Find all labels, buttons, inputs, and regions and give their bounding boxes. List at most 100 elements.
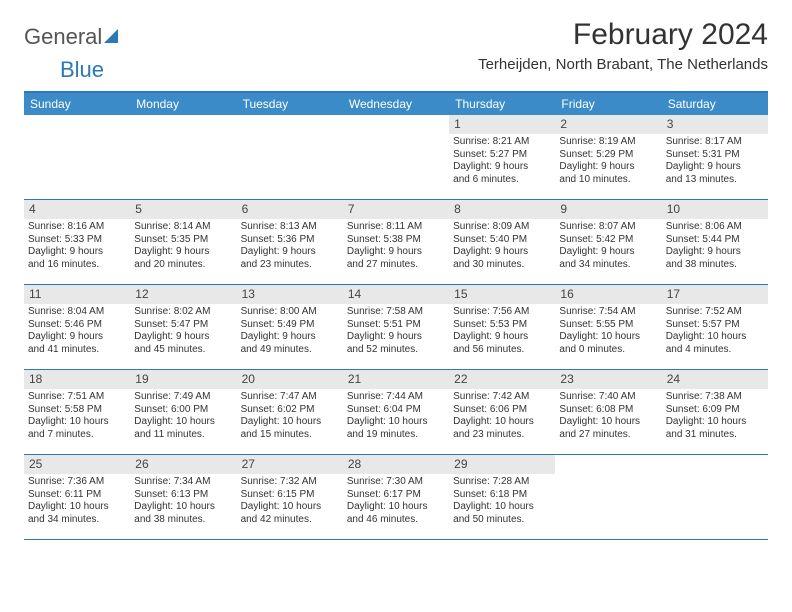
day-d2: and 38 minutes. [666, 259, 764, 272]
day-d1: Daylight: 10 hours [134, 501, 232, 514]
day-ss: Sunset: 5:27 PM [453, 149, 551, 162]
day-sr: Sunrise: 7:47 AM [241, 391, 339, 404]
logo: General [24, 18, 120, 50]
dow-tue: Tuesday [237, 93, 343, 115]
day-ss: Sunset: 5:33 PM [28, 234, 126, 247]
day-sr: Sunrise: 8:06 AM [666, 221, 764, 234]
day-sr: Sunrise: 7:32 AM [241, 476, 339, 489]
day-sr: Sunrise: 7:51 AM [28, 391, 126, 404]
day-cell: 3Sunrise: 8:17 AMSunset: 5:31 PMDaylight… [662, 115, 768, 199]
day-ss: Sunset: 5:38 PM [347, 234, 445, 247]
day-sr: Sunrise: 7:56 AM [453, 306, 551, 319]
day-d2: and 52 minutes. [347, 344, 445, 357]
day-cell [555, 455, 661, 539]
day-d1: Daylight: 9 hours [241, 246, 339, 259]
day-d2: and 45 minutes. [134, 344, 232, 357]
day-d2: and 42 minutes. [241, 514, 339, 527]
day-number: 15 [449, 285, 555, 304]
day-number: 23 [555, 370, 661, 389]
day-d2: and 46 minutes. [347, 514, 445, 527]
day-number: 26 [130, 455, 236, 474]
day-cell [24, 115, 130, 199]
day-d1: Daylight: 10 hours [28, 501, 126, 514]
day-cell [662, 455, 768, 539]
title-block: February 2024 Terheijden, North Brabant,… [478, 18, 768, 73]
day-d1: Daylight: 10 hours [559, 416, 657, 429]
day-d1: Daylight: 10 hours [241, 416, 339, 429]
day-d2: and 16 minutes. [28, 259, 126, 272]
day-number: 7 [343, 200, 449, 219]
day-number: 11 [24, 285, 130, 304]
day-number: 6 [237, 200, 343, 219]
day-number: 3 [662, 115, 768, 134]
day-sr: Sunrise: 8:17 AM [666, 136, 764, 149]
day-d2: and 49 minutes. [241, 344, 339, 357]
day-sr: Sunrise: 8:02 AM [134, 306, 232, 319]
day-cell: 21Sunrise: 7:44 AMSunset: 6:04 PMDayligh… [343, 370, 449, 454]
day-cell: 24Sunrise: 7:38 AMSunset: 6:09 PMDayligh… [662, 370, 768, 454]
day-ss: Sunset: 5:49 PM [241, 319, 339, 332]
week-row: 18Sunrise: 7:51 AMSunset: 5:58 PMDayligh… [24, 370, 768, 455]
day-cell: 1Sunrise: 8:21 AMSunset: 5:27 PMDaylight… [449, 115, 555, 199]
day-cell: 2Sunrise: 8:19 AMSunset: 5:29 PMDaylight… [555, 115, 661, 199]
day-sr: Sunrise: 7:49 AM [134, 391, 232, 404]
day-cell [130, 115, 236, 199]
day-cell: 20Sunrise: 7:47 AMSunset: 6:02 PMDayligh… [237, 370, 343, 454]
day-ss: Sunset: 6:00 PM [134, 404, 232, 417]
day-d1: Daylight: 9 hours [453, 331, 551, 344]
day-d1: Daylight: 9 hours [559, 161, 657, 174]
day-d2: and 56 minutes. [453, 344, 551, 357]
day-ss: Sunset: 5:36 PM [241, 234, 339, 247]
day-cell: 7Sunrise: 8:11 AMSunset: 5:38 PMDaylight… [343, 200, 449, 284]
logo-triangle-icon [104, 29, 118, 43]
day-cell: 16Sunrise: 7:54 AMSunset: 5:55 PMDayligh… [555, 285, 661, 369]
day-sr: Sunrise: 7:54 AM [559, 306, 657, 319]
dow-mon: Monday [130, 93, 236, 115]
day-sr: Sunrise: 7:34 AM [134, 476, 232, 489]
day-ss: Sunset: 5:53 PM [453, 319, 551, 332]
day-ss: Sunset: 6:04 PM [347, 404, 445, 417]
day-cell [343, 115, 449, 199]
day-cell: 22Sunrise: 7:42 AMSunset: 6:06 PMDayligh… [449, 370, 555, 454]
day-cell [237, 115, 343, 199]
day-sr: Sunrise: 8:14 AM [134, 221, 232, 234]
day-ss: Sunset: 6:17 PM [347, 489, 445, 502]
day-number: 29 [449, 455, 555, 474]
dow-row: Sunday Monday Tuesday Wednesday Thursday… [24, 93, 768, 115]
day-ss: Sunset: 5:58 PM [28, 404, 126, 417]
location: Terheijden, North Brabant, The Netherlan… [478, 56, 768, 73]
day-d1: Daylight: 9 hours [241, 331, 339, 344]
day-cell: 9Sunrise: 8:07 AMSunset: 5:42 PMDaylight… [555, 200, 661, 284]
day-number: 19 [130, 370, 236, 389]
day-cell: 5Sunrise: 8:14 AMSunset: 5:35 PMDaylight… [130, 200, 236, 284]
day-d2: and 0 minutes. [559, 344, 657, 357]
day-d1: Daylight: 9 hours [28, 246, 126, 259]
day-cell: 26Sunrise: 7:34 AMSunset: 6:13 PMDayligh… [130, 455, 236, 539]
week-row: 11Sunrise: 8:04 AMSunset: 5:46 PMDayligh… [24, 285, 768, 370]
day-d2: and 15 minutes. [241, 429, 339, 442]
day-ss: Sunset: 5:44 PM [666, 234, 764, 247]
day-d1: Daylight: 10 hours [347, 416, 445, 429]
day-d2: and 11 minutes. [134, 429, 232, 442]
day-d2: and 13 minutes. [666, 174, 764, 187]
day-d2: and 23 minutes. [453, 429, 551, 442]
logo-text-general: General [24, 24, 102, 50]
day-cell: 29Sunrise: 7:28 AMSunset: 6:18 PMDayligh… [449, 455, 555, 539]
day-d1: Daylight: 9 hours [347, 246, 445, 259]
day-d2: and 34 minutes. [28, 514, 126, 527]
day-sr: Sunrise: 7:30 AM [347, 476, 445, 489]
day-sr: Sunrise: 7:52 AM [666, 306, 764, 319]
day-sr: Sunrise: 7:44 AM [347, 391, 445, 404]
day-ss: Sunset: 5:40 PM [453, 234, 551, 247]
day-number: 13 [237, 285, 343, 304]
day-cell: 25Sunrise: 7:36 AMSunset: 6:11 PMDayligh… [24, 455, 130, 539]
day-ss: Sunset: 5:47 PM [134, 319, 232, 332]
week-row: 25Sunrise: 7:36 AMSunset: 6:11 PMDayligh… [24, 455, 768, 540]
day-d1: Daylight: 9 hours [134, 246, 232, 259]
day-d2: and 7 minutes. [28, 429, 126, 442]
day-d2: and 27 minutes. [347, 259, 445, 272]
day-d2: and 19 minutes. [347, 429, 445, 442]
day-sr: Sunrise: 7:38 AM [666, 391, 764, 404]
calendar: Sunday Monday Tuesday Wednesday Thursday… [24, 91, 768, 540]
day-d1: Daylight: 9 hours [453, 161, 551, 174]
